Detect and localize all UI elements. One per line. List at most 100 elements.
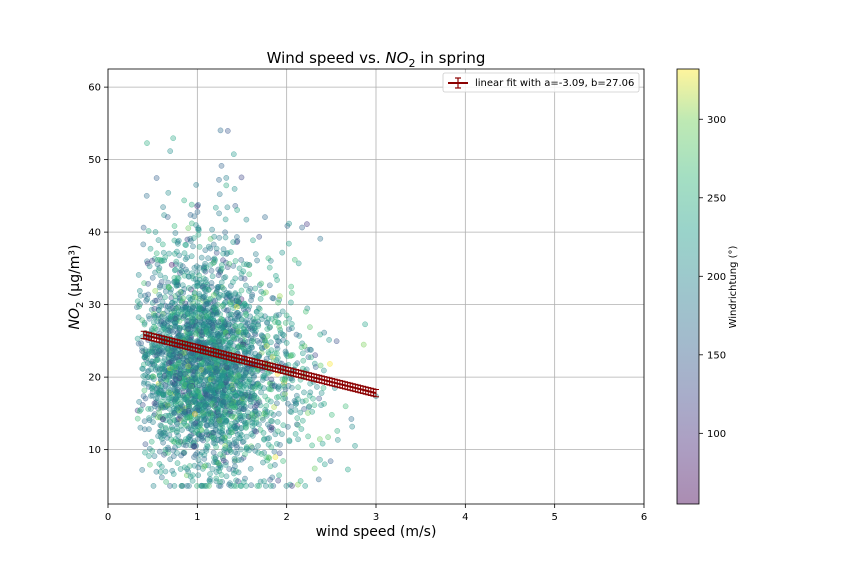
- scatter-point: [160, 416, 166, 422]
- scatter-point: [256, 483, 262, 489]
- scatter-point: [243, 216, 250, 223]
- scatter-point: [249, 423, 256, 429]
- scatter-point: [246, 323, 253, 330]
- scatter-point: [236, 265, 243, 272]
- x-tick-label: 2: [283, 512, 289, 523]
- scatter-point: [252, 251, 259, 257]
- scatter-point: [325, 434, 331, 440]
- scatter-point: [192, 451, 199, 458]
- scatter-point: [178, 268, 185, 275]
- scatter-point: [237, 483, 244, 489]
- scatter-point: [257, 383, 264, 390]
- scatter-point: [238, 287, 245, 294]
- scatter-point: [174, 460, 181, 466]
- scatter-point: [220, 398, 227, 405]
- scatter-point: [145, 350, 152, 357]
- chart-title-var: NO: [385, 49, 408, 67]
- scatter-point: [223, 417, 230, 424]
- scatter-point: [237, 415, 244, 421]
- scatter-point: [165, 189, 172, 196]
- scatter-point: [205, 243, 212, 250]
- scatter-point: [213, 444, 219, 450]
- y-tick-label: 20: [88, 373, 101, 384]
- scatter-point: [202, 276, 209, 283]
- scatter-point: [297, 478, 304, 484]
- scatter-point: [216, 468, 223, 474]
- colorbar-gradient: [677, 69, 699, 504]
- scatter-point: [213, 245, 220, 252]
- scatter-point: [213, 249, 220, 256]
- scatter-point: [292, 407, 299, 413]
- scatter-point: [179, 427, 185, 433]
- scatter-point: [186, 405, 192, 412]
- scatter-point: [321, 329, 328, 336]
- scatter-point: [241, 373, 248, 380]
- scatter-point: [273, 334, 279, 340]
- legend-fit-label: linear fit with a=-3.09, b=27.06: [475, 78, 634, 89]
- scatter-point: [172, 266, 179, 273]
- scatter-point: [137, 424, 144, 431]
- scatter-point: [262, 393, 269, 400]
- scatter-point: [201, 463, 208, 470]
- scatter-point: [196, 305, 203, 311]
- scatter-point: [165, 389, 172, 395]
- scatter-point: [189, 295, 196, 302]
- scatter-point: [282, 386, 289, 393]
- scatter-point: [266, 282, 273, 289]
- scatter-point: [152, 342, 158, 349]
- scatter-point: [168, 436, 175, 443]
- scatter-point: [208, 267, 215, 274]
- scatter-point: [289, 483, 295, 489]
- scatter-point: [139, 345, 145, 351]
- scatter-point: [284, 400, 291, 407]
- scatter-point: [182, 371, 189, 377]
- scatter-point: [138, 406, 144, 413]
- scatter-point: [288, 283, 295, 290]
- scatter-point: [240, 394, 247, 401]
- scatter-point: [288, 321, 295, 327]
- scatter-point: [149, 448, 156, 454]
- scatter-point: [307, 380, 314, 387]
- scatter-point: [162, 274, 169, 281]
- scatter-point: [287, 353, 294, 359]
- scatter-point: [220, 246, 227, 253]
- scatter-point: [140, 393, 147, 399]
- scatter-point: [207, 471, 213, 477]
- scatter-point: [171, 223, 178, 229]
- scatter-point: [195, 202, 201, 208]
- scatter-point: [272, 431, 279, 438]
- scatter-point: [262, 214, 268, 220]
- scatter-point: [163, 317, 170, 324]
- scatter-point: [159, 326, 166, 333]
- scatter-point: [156, 303, 163, 310]
- scatter-point: [270, 295, 277, 302]
- scatter-point: [151, 453, 158, 459]
- scatter-point: [280, 458, 286, 464]
- scatter-point: [140, 224, 147, 231]
- scatter-point: [184, 414, 190, 421]
- scatter-point: [309, 442, 315, 449]
- scatter-point: [156, 291, 163, 298]
- scatter-point: [205, 367, 212, 373]
- scatter-point: [272, 454, 279, 460]
- scatter-point: [171, 387, 178, 394]
- scatter-point: [134, 304, 140, 311]
- scatter-point: [159, 241, 166, 248]
- scatter-point: [185, 326, 192, 332]
- scatter-point: [162, 294, 168, 301]
- scatter-point: [219, 324, 225, 331]
- scatter-point: [152, 288, 159, 294]
- scatter-point: [198, 254, 205, 261]
- scatter-point: [212, 456, 219, 462]
- scatter-point: [182, 409, 188, 415]
- scatter-point: [209, 226, 215, 233]
- scatter-point: [286, 326, 292, 333]
- scatter-point: [267, 476, 273, 483]
- scatter-point: [217, 479, 223, 485]
- scatter-point: [194, 483, 200, 489]
- scatter-point: [292, 362, 299, 369]
- scatter-point: [187, 436, 194, 443]
- scatter-point: [342, 403, 349, 410]
- scatter-point: [144, 360, 151, 366]
- x-tick-label: 3: [373, 512, 379, 523]
